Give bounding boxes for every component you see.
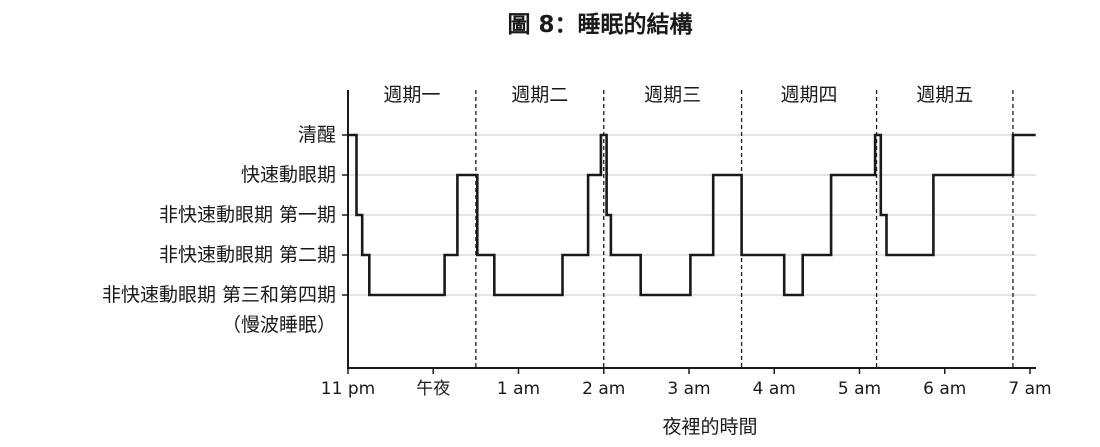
y-tick-label-4: 非快速動眼期 第三和第四期	[102, 284, 336, 306]
cycle-label-5: 週期五	[916, 84, 973, 106]
x-tick-label-5: 4 am	[753, 379, 796, 399]
cycle-boundaries	[475, 90, 1014, 368]
x-axis-ticks: 11 pm 午夜 1 am 2 am 3 am 4 am 5 am 6 am 7 am	[321, 368, 1052, 399]
x-tick-label-0: 11 pm	[321, 379, 375, 399]
x-tick-label-7: 6 am	[923, 379, 966, 399]
x-tick-label-3: 2 am	[582, 379, 625, 399]
y-tick-label-1: 快速動眼期	[241, 164, 336, 186]
x-tick-label-8: 7 am	[1008, 379, 1051, 399]
cycle-label-1: 週期一	[383, 84, 440, 106]
y-tick-label-2: 非快速動眼期 第一期	[159, 204, 336, 226]
chart-title: 圖 8：睡眠的結構	[507, 11, 692, 38]
cycle-labels: 週期一 週期二 週期三 週期四 週期五	[383, 84, 973, 106]
cycle-label-4: 週期四	[781, 84, 838, 106]
cycle-label-2: 週期二	[511, 84, 568, 106]
x-axis-label: 夜裡的時間	[662, 416, 757, 438]
x-tick-label-1: 午夜	[416, 379, 450, 399]
x-tick-label-4: 3 am	[667, 379, 710, 399]
x-tick-label-6: 5 am	[838, 379, 881, 399]
y-tick-label-note-4: （慢波睡眠）	[222, 314, 336, 336]
cycle-label-3: 週期三	[644, 84, 701, 106]
y-tick-label-3: 非快速動眼期 第二期	[159, 244, 336, 266]
hypnogram-line	[348, 133, 1036, 297]
y-tick-label-0: 清醒	[298, 124, 336, 146]
x-tick-label-2: 1 am	[497, 379, 540, 399]
